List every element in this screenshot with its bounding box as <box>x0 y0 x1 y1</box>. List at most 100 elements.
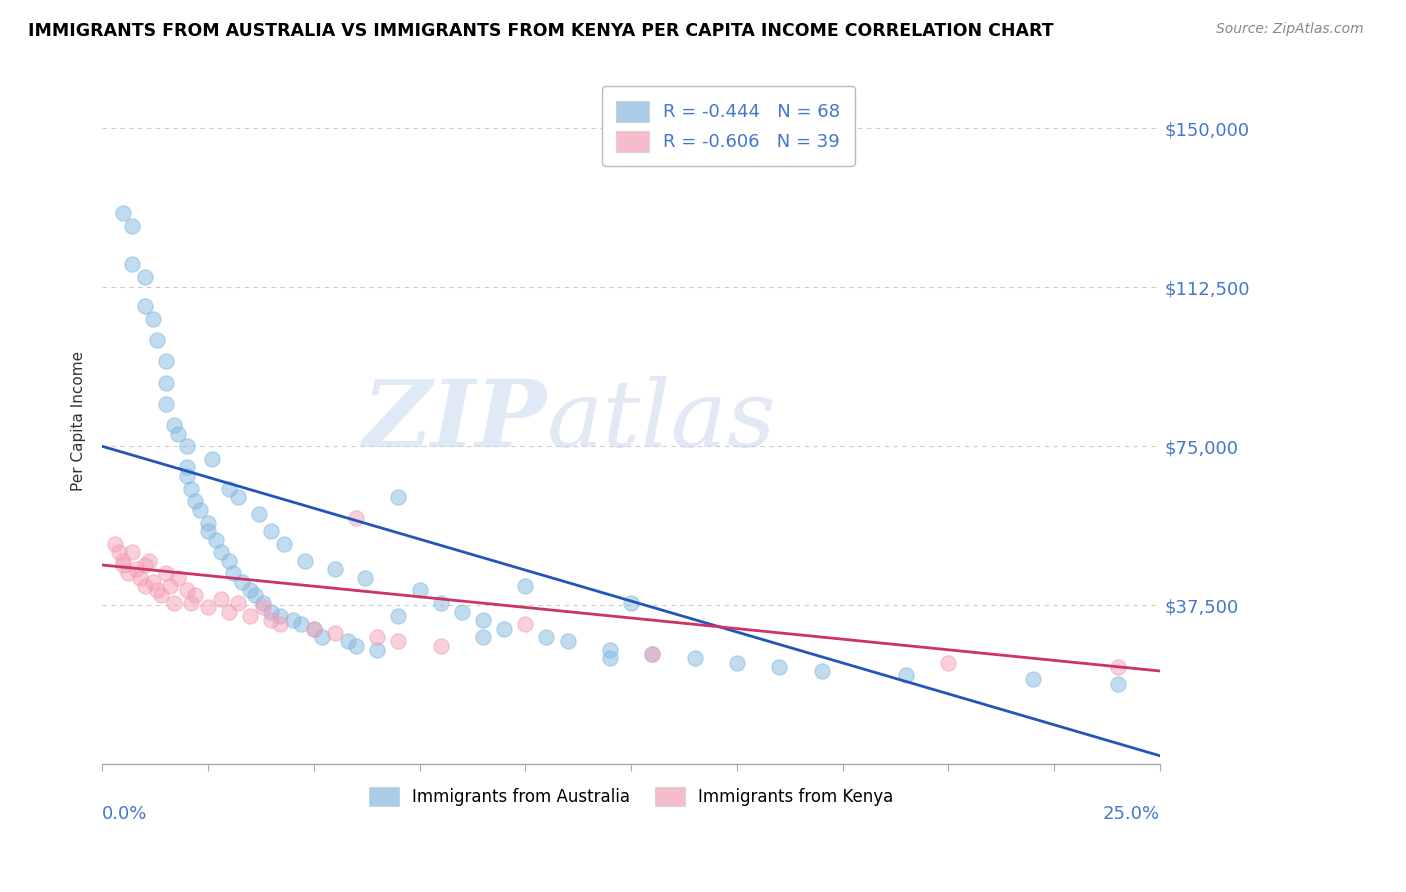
Point <box>294 554 316 568</box>
Point <box>239 608 262 623</box>
Point <box>536 630 558 644</box>
Point <box>323 562 346 576</box>
Point <box>176 439 198 453</box>
Point <box>387 634 409 648</box>
Point <box>163 596 186 610</box>
Point <box>201 452 224 467</box>
Point <box>138 554 160 568</box>
Point <box>494 622 516 636</box>
Point <box>302 622 325 636</box>
Y-axis label: Per Capita Income: Per Capita Income <box>72 351 86 491</box>
Point <box>155 354 177 368</box>
Point <box>290 617 312 632</box>
Point <box>159 579 181 593</box>
Point <box>323 625 346 640</box>
Point <box>134 558 156 572</box>
Point <box>112 558 135 572</box>
Point <box>252 596 274 610</box>
Point <box>188 503 211 517</box>
Point <box>641 647 664 661</box>
Point <box>641 647 664 661</box>
Point <box>366 642 388 657</box>
Point <box>112 206 135 220</box>
Point <box>353 571 375 585</box>
Point <box>134 299 156 313</box>
Legend: Immigrants from Australia, Immigrants from Kenya: Immigrants from Australia, Immigrants fr… <box>357 776 905 818</box>
Point <box>155 376 177 390</box>
Text: Source: ZipAtlas.com: Source: ZipAtlas.com <box>1216 22 1364 37</box>
Point <box>197 524 219 538</box>
Point <box>155 566 177 581</box>
Point <box>247 507 270 521</box>
Point <box>366 630 388 644</box>
Point <box>252 600 274 615</box>
Point <box>387 608 409 623</box>
Point <box>725 656 748 670</box>
Point <box>1107 659 1129 673</box>
Point <box>129 571 152 585</box>
Point <box>260 613 283 627</box>
Point <box>176 460 198 475</box>
Point <box>515 617 537 632</box>
Text: 0.0%: 0.0% <box>103 805 148 823</box>
Point <box>205 533 228 547</box>
Point <box>269 608 291 623</box>
Point <box>180 482 202 496</box>
Text: 25.0%: 25.0% <box>1102 805 1160 823</box>
Point <box>167 426 190 441</box>
Point <box>344 639 367 653</box>
Point <box>104 537 127 551</box>
Point <box>176 469 198 483</box>
Point <box>222 566 245 581</box>
Point <box>683 651 706 665</box>
Point <box>142 312 165 326</box>
Point <box>142 574 165 589</box>
Point <box>260 524 283 538</box>
Point <box>243 588 266 602</box>
Point <box>408 583 430 598</box>
Point <box>472 630 495 644</box>
Point <box>197 600 219 615</box>
Point <box>515 579 537 593</box>
Point <box>176 583 198 598</box>
Point <box>336 634 359 648</box>
Point <box>184 588 207 602</box>
Point <box>134 579 156 593</box>
Point <box>184 494 207 508</box>
Point <box>146 334 169 348</box>
Point <box>209 545 232 559</box>
Point <box>150 588 173 602</box>
Text: IMMIGRANTS FROM AUSTRALIA VS IMMIGRANTS FROM KENYA PER CAPITA INCOME CORRELATION: IMMIGRANTS FROM AUSTRALIA VS IMMIGRANTS … <box>28 22 1053 40</box>
Point <box>472 613 495 627</box>
Point <box>938 656 960 670</box>
Text: atlas: atlas <box>547 376 776 466</box>
Point <box>218 482 240 496</box>
Point <box>112 554 135 568</box>
Point <box>620 596 643 610</box>
Point <box>231 574 253 589</box>
Point <box>260 605 283 619</box>
Point <box>768 659 790 673</box>
Point <box>599 651 621 665</box>
Point <box>108 545 131 559</box>
Point <box>429 639 451 653</box>
Point <box>599 642 621 657</box>
Point <box>281 613 304 627</box>
Point <box>117 566 139 581</box>
Point <box>894 668 917 682</box>
Point <box>226 596 249 610</box>
Point <box>163 418 186 433</box>
Point <box>134 269 156 284</box>
Point <box>557 634 579 648</box>
Point <box>121 257 143 271</box>
Point <box>1022 673 1045 687</box>
Point <box>1107 676 1129 690</box>
Point <box>197 516 219 530</box>
Point <box>344 511 367 525</box>
Point <box>810 664 832 678</box>
Point <box>121 545 143 559</box>
Text: ZIP: ZIP <box>363 376 547 466</box>
Point <box>146 583 169 598</box>
Point <box>302 622 325 636</box>
Point <box>218 554 240 568</box>
